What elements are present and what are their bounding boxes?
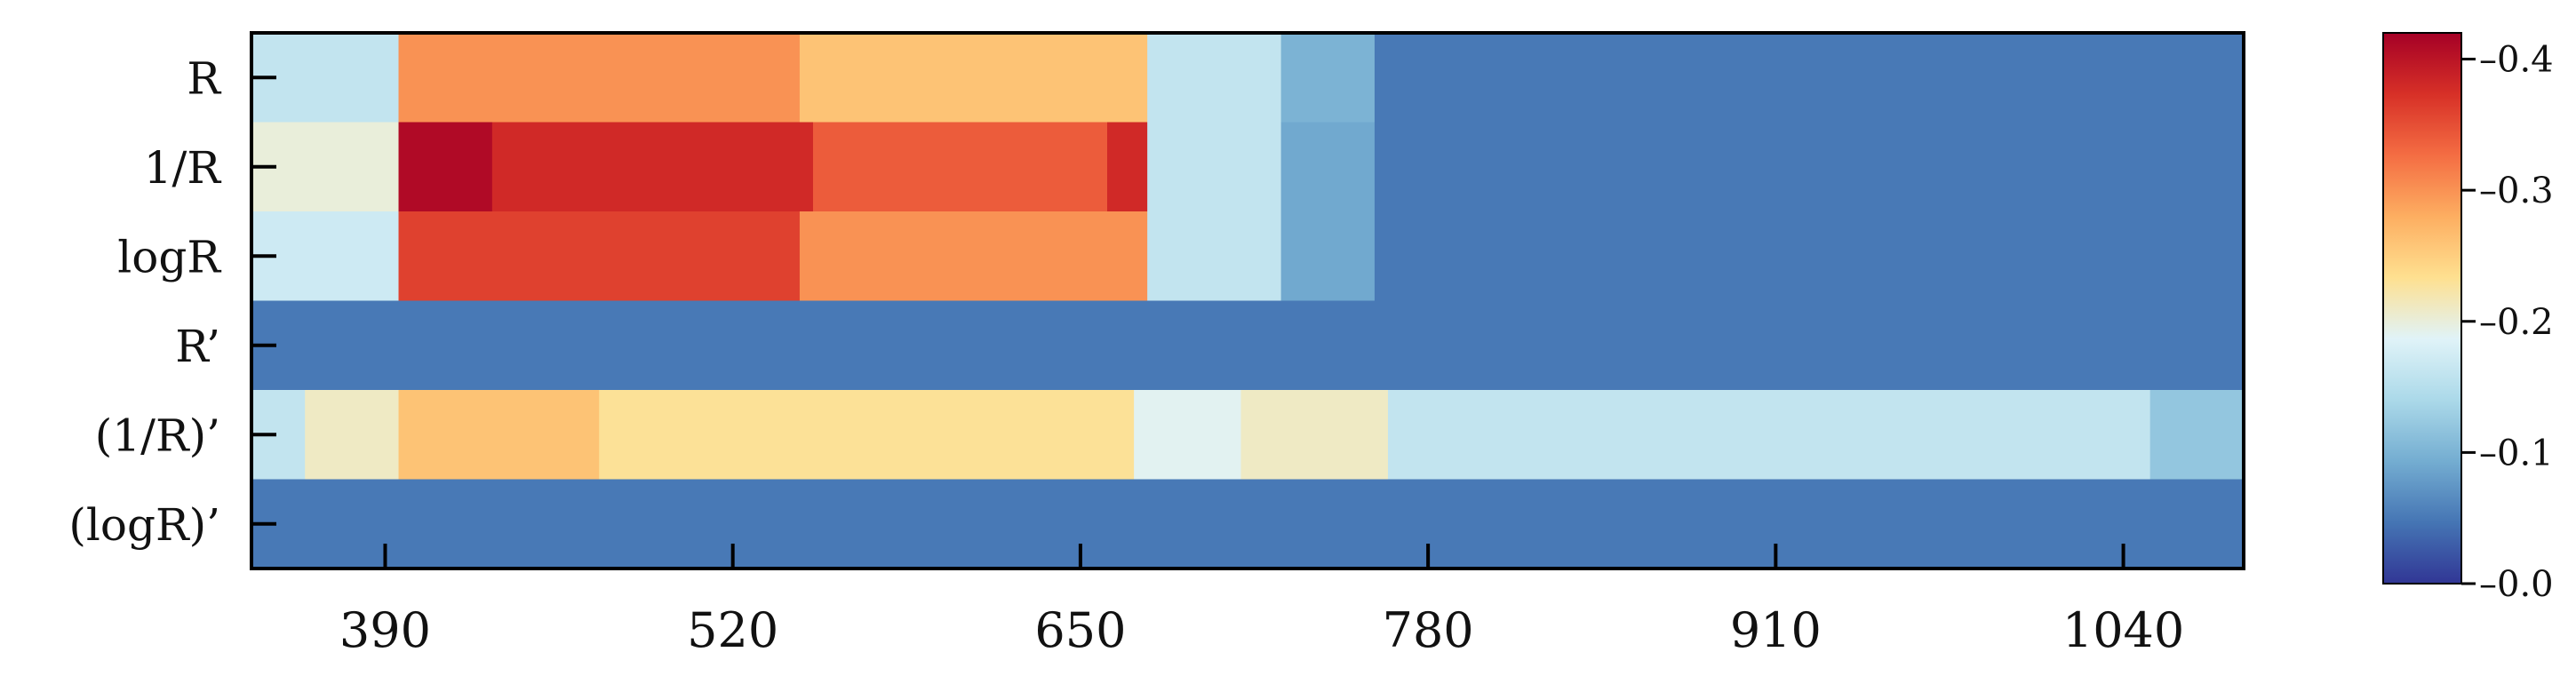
heatmap-cell bbox=[1280, 122, 1376, 212]
heatmap-cell bbox=[305, 390, 400, 481]
y-tick-label: (logR)’ bbox=[68, 499, 220, 551]
colorbar: –0.0 –0.1 –0.2 –0.3 –0.4 bbox=[2382, 32, 2554, 605]
heatmap-cell bbox=[398, 390, 600, 481]
colorbar-tick-label: –0.4 bbox=[2479, 40, 2554, 81]
x-tick-label: 390 bbox=[339, 602, 431, 658]
heatmap-cell bbox=[398, 122, 493, 212]
heatmap-cell bbox=[1147, 122, 1282, 212]
colorbar-tick-label: –0.1 bbox=[2479, 433, 2554, 473]
axis-labels: R 1/R logR R’ (1/R)’ (logR)’ 390 520 650 780 910 10… bbox=[68, 52, 2184, 658]
heatmap-cell bbox=[799, 211, 1148, 302]
heatmap-cell bbox=[491, 122, 814, 212]
x-tick-label: 520 bbox=[687, 602, 778, 658]
heatmap-cell bbox=[1387, 390, 2151, 481]
heatmap-cell bbox=[799, 33, 1148, 123]
y-tick-label: R bbox=[187, 52, 221, 104]
heatmap-cell bbox=[1147, 33, 1282, 123]
heatmap-cell bbox=[1280, 33, 1376, 123]
x-tick-label: 910 bbox=[1730, 602, 1822, 658]
heatmap-cell bbox=[251, 300, 2244, 391]
heatmap-cell bbox=[1240, 390, 1389, 481]
x-tick-label: 1040 bbox=[2062, 602, 2184, 658]
heatmap-cell bbox=[599, 390, 1135, 481]
y-tick-label: 1/R bbox=[144, 142, 222, 194]
heatmap-cell bbox=[1280, 211, 1376, 302]
y-tick-label: R’ bbox=[175, 321, 220, 372]
heatmap-cell bbox=[1374, 122, 2244, 212]
heatmap-cell bbox=[1147, 211, 1282, 302]
heatmap-cell bbox=[812, 122, 1108, 212]
axis-ticks bbox=[251, 76, 2125, 569]
y-tick-label: logR bbox=[117, 231, 221, 282]
heatmap-cell bbox=[398, 211, 801, 302]
colorbar-gradient bbox=[2382, 32, 2462, 585]
colorbar-tick-label: –0.3 bbox=[2479, 171, 2554, 211]
heatmap-cell bbox=[1107, 122, 1148, 212]
heatmap-cell bbox=[2149, 390, 2244, 481]
heatmap-cell bbox=[398, 33, 801, 123]
heatmap-cells bbox=[251, 33, 2244, 569]
heatmap-cell bbox=[1374, 33, 2244, 123]
colorbar-tick-label: –0.2 bbox=[2479, 302, 2554, 343]
y-tick-label: (1/R)’ bbox=[95, 410, 220, 461]
x-tick-label: 780 bbox=[1383, 602, 1474, 658]
heatmap-cell bbox=[1374, 211, 2244, 302]
plot-frame bbox=[250, 31, 2245, 570]
x-tick-label: 650 bbox=[1034, 602, 1126, 658]
heatmap-cell bbox=[251, 479, 2244, 569]
heatmap-cell bbox=[1134, 390, 1242, 481]
colorbar-tick-label: –0.0 bbox=[2479, 564, 2554, 605]
